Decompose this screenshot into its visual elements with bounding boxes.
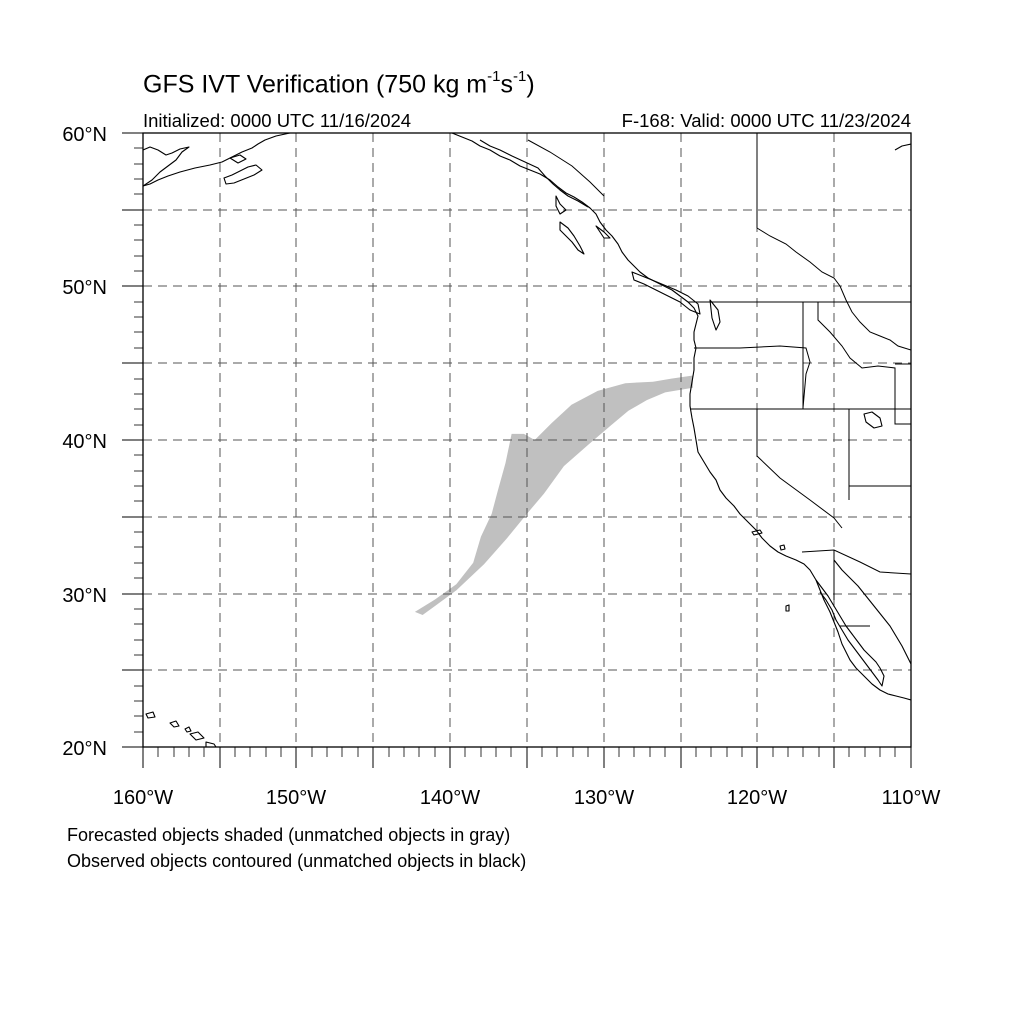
map-title: GFS IVT Verification (750 kg m-1s-1)	[143, 68, 535, 99]
lat-label-50: 50°N	[62, 277, 107, 299]
longitude-labels: 160°W 150°W 140°W 130°W 120°W 110°W	[113, 787, 941, 809]
title-suffix: )	[526, 70, 535, 99]
footer-observed-note: Observed objects contoured (unmatched ob…	[67, 851, 527, 871]
title-sup1: -1	[487, 68, 501, 85]
lon-label-140w: 140°W	[420, 787, 480, 809]
grid-lines	[143, 133, 911, 747]
title-middle: s	[500, 70, 513, 99]
axis-ticks	[122, 132, 912, 768]
lat-label-20: 20°N	[62, 738, 107, 760]
latitude-labels: 60°N 50°N 40°N 30°N 20°N	[62, 124, 107, 760]
lon-label-110w: 110°W	[882, 787, 941, 809]
forecast-object-shaded	[414, 375, 693, 615]
lon-label-130w: 130°W	[574, 787, 634, 809]
lat-label-60: 60°N	[62, 124, 107, 146]
lon-label-160w: 160°W	[113, 787, 173, 809]
title-sup2: -1	[512, 68, 527, 85]
lon-label-120w: 120°W	[727, 787, 787, 809]
map-frame	[142, 132, 912, 748]
footer-forecast-note: Forecasted objects shaded (unmatched obj…	[67, 825, 511, 845]
lon-label-150w: 150°W	[266, 787, 326, 809]
lat-label-40: 40°N	[62, 431, 107, 453]
title-prefix: GFS IVT Verification (750 kg m	[143, 70, 488, 99]
lat-label-30: 30°N	[62, 585, 107, 607]
political-borders	[527, 133, 911, 627]
valid-time-label: F-168: Valid: 0000 UTC 11/23/2024	[621, 110, 911, 131]
initialized-label: Initialized: 0000 UTC 11/16/2024	[143, 110, 412, 131]
